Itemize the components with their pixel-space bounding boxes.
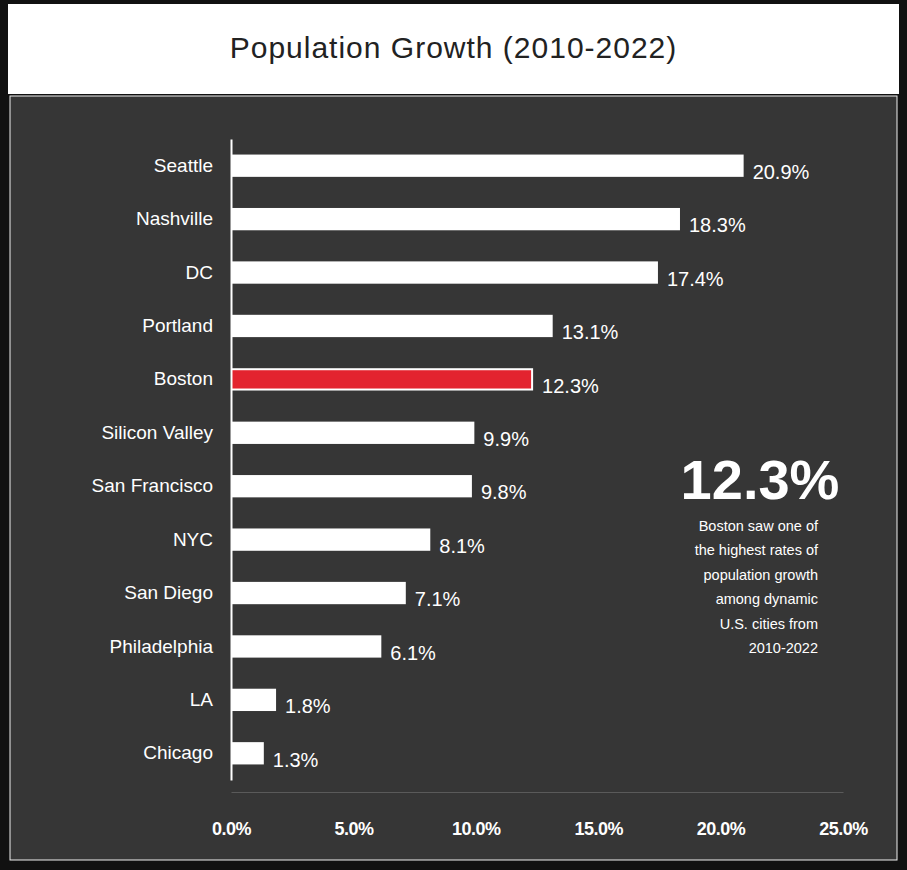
bar xyxy=(231,156,743,176)
data-label: 1.3% xyxy=(273,749,319,771)
data-label: 9.9% xyxy=(483,428,529,450)
category-label: LA xyxy=(190,689,214,710)
bar xyxy=(231,636,380,656)
category-label: Portland xyxy=(142,315,213,336)
y-axis: Seattle Nashville DC Portland Boston Silicon … xyxy=(92,140,232,781)
x-tick: 15.0% xyxy=(574,792,623,839)
bar xyxy=(231,369,532,389)
x-tick-label: 20.0% xyxy=(697,819,746,839)
y-tick: San Francisco xyxy=(92,475,213,496)
annotation-text: the highest rates of xyxy=(695,542,819,558)
title-panel xyxy=(8,4,899,94)
x-axis: 0.0% 5.0% 10.0% 15.0% 20.0% 25.0% xyxy=(212,792,868,839)
y-tick: San Diego xyxy=(124,582,213,603)
x-tick-label: 0.0% xyxy=(212,819,252,839)
y-tick: Boston xyxy=(154,368,213,389)
x-tick: 0.0% xyxy=(212,792,252,839)
x-tick: 25.0% xyxy=(819,792,868,839)
x-tick-label: 5.0% xyxy=(334,819,374,839)
y-tick: Silicon Valley xyxy=(101,422,213,443)
bar xyxy=(231,262,657,282)
x-tick-label: 25.0% xyxy=(819,819,868,839)
bar xyxy=(231,209,679,229)
y-tick: Philadelphia xyxy=(109,636,213,657)
bars xyxy=(231,156,743,764)
annotation-text: population growth xyxy=(704,567,818,583)
annotation-text: Boston saw one of xyxy=(699,518,819,534)
category-label: Nashville xyxy=(136,208,213,229)
bar xyxy=(231,476,471,496)
data-label: 7.1% xyxy=(415,588,461,610)
data-label: 6.1% xyxy=(390,642,436,664)
category-label: NYC xyxy=(173,529,213,550)
y-tick: Nashville xyxy=(136,208,213,229)
y-tick: LA xyxy=(190,689,214,710)
bar xyxy=(231,423,473,443)
data-label: 1.8% xyxy=(285,695,331,717)
x-tick: 10.0% xyxy=(452,792,501,839)
annotation-text: 2010-2022 xyxy=(749,640,818,656)
category-label: Chicago xyxy=(143,742,213,763)
x-tick-label: 15.0% xyxy=(574,819,623,839)
x-axis-line xyxy=(232,792,844,793)
category-label: San Francisco xyxy=(92,475,213,496)
annotation-text: U.S. cities from xyxy=(720,616,818,632)
y-tick: Seattle xyxy=(154,155,213,176)
category-label: Silicon Valley xyxy=(101,422,213,443)
data-label: 17.4% xyxy=(667,268,724,290)
y-tick: Portland xyxy=(142,315,213,336)
annotation: 12.3% Boston saw one of the highest rates … xyxy=(681,448,840,656)
category-label: DC xyxy=(186,262,213,283)
plot-background xyxy=(10,96,897,860)
bar xyxy=(231,743,263,763)
title: Population Growth (2010-2022) xyxy=(230,31,678,64)
category-label: San Diego xyxy=(124,582,213,603)
y-tick: Chicago xyxy=(143,742,213,763)
data-label: 13.1% xyxy=(562,321,619,343)
bar xyxy=(231,316,552,336)
y-tick: NYC xyxy=(173,529,213,550)
data-label: 18.3% xyxy=(689,214,746,236)
data-label: 9.8% xyxy=(481,481,527,503)
data-label: 20.9% xyxy=(753,161,810,183)
category-label: Seattle xyxy=(154,155,213,176)
x-tick-label: 10.0% xyxy=(452,819,501,839)
category-label: Philadelphia xyxy=(109,636,213,657)
y-axis-line xyxy=(231,140,233,781)
bar xyxy=(231,529,429,549)
data-label: 8.1% xyxy=(439,535,485,557)
y-tick: DC xyxy=(186,262,213,283)
bar xyxy=(231,690,275,710)
x-tick: 20.0% xyxy=(697,792,746,839)
frame xyxy=(0,0,907,870)
x-tick: 5.0% xyxy=(334,792,374,839)
category-label: Boston xyxy=(154,368,213,389)
chart: Population Growth (2010-2022) 20.9% 18.3% 1… xyxy=(0,0,907,870)
bar xyxy=(231,583,405,603)
annotation-title: 12.3% xyxy=(681,448,840,511)
data-label: 12.3% xyxy=(542,375,599,397)
annotation-text: among dynamic xyxy=(716,591,818,607)
